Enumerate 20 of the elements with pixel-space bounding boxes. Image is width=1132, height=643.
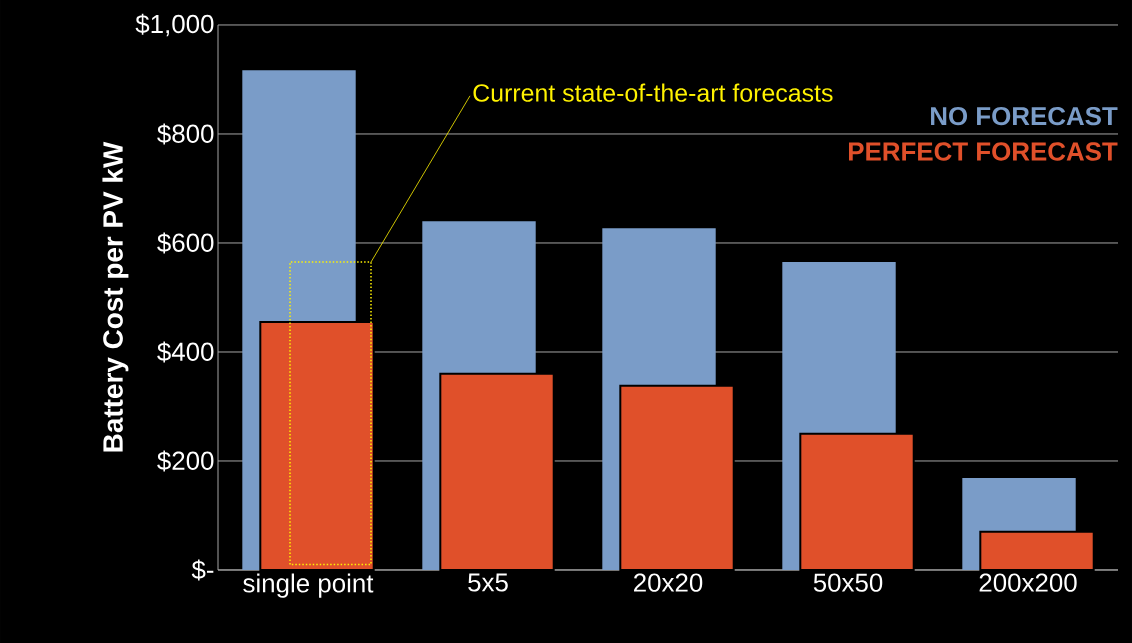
x-tick-label: 200x200 xyxy=(979,573,1077,592)
x-tick-label: 50x50 xyxy=(813,573,883,592)
bar xyxy=(439,372,555,571)
x-tick-label: single point xyxy=(243,573,374,598)
x-tick-label: 5x5 xyxy=(468,573,508,592)
y-axis-title: Battery Cost per PV kW xyxy=(102,141,129,452)
bar xyxy=(619,384,735,571)
y-tick-label: $800 xyxy=(157,123,214,145)
y-tick-label: $400 xyxy=(157,341,214,363)
bar xyxy=(979,530,1095,571)
y-tick-label: $1,000 xyxy=(135,13,214,37)
bar xyxy=(259,321,375,571)
y-tick-label: $600 xyxy=(157,232,214,254)
y-tick-label: $200 xyxy=(157,450,214,472)
annotation: Current state-of-the-art forecasts xyxy=(473,83,833,102)
text: NO FORECAST xyxy=(931,106,1118,126)
y-tick-label: $- xyxy=(191,559,214,581)
bar xyxy=(799,432,915,571)
x-tick-label: 20x20 xyxy=(634,573,703,592)
text: PERFECT FORECAST xyxy=(848,142,1118,161)
